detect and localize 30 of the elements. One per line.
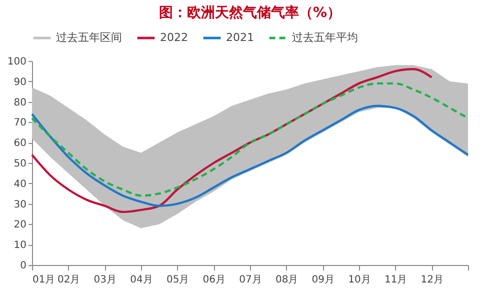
chart-title: 图：欧洲天然气储气率（%） [158, 4, 342, 21]
y-tick-label: 20 [14, 220, 26, 231]
x-tick-label: 07月 [239, 274, 262, 286]
x-tick-label: 08月 [275, 274, 298, 286]
line-series [30, 68, 433, 214]
y-tick-label: 80 [14, 97, 26, 108]
x-tick-label: 06月 [202, 274, 226, 286]
x-tick-label: 03月 [94, 274, 117, 286]
legend-label: 过去五年平均 [292, 31, 358, 44]
x-tick-label: 02月 [57, 274, 80, 286]
y-tick-label: 100 [7, 56, 26, 68]
x-tick-label: 05月 [166, 274, 190, 286]
x-tick-label: 10月 [348, 274, 371, 286]
y-tick-label: 0 [20, 260, 26, 272]
x-tick-label: 11月 [384, 274, 408, 286]
legend-label: 2022 [160, 31, 188, 44]
x-tick-label: 09月 [312, 274, 335, 286]
line-series [30, 104, 470, 207]
y-tick-label: 10 [14, 240, 26, 252]
y-tick-label: 60 [14, 138, 26, 150]
x-tick-label: 01月 [32, 274, 56, 286]
x-tick-label: 04月 [130, 274, 153, 286]
y-tick-label: 90 [14, 76, 26, 88]
y-tick-label: 70 [14, 118, 26, 129]
y-tick-label: 50 [14, 158, 26, 170]
legend-label: 过去五年区间 [56, 31, 122, 44]
y-tick-label: 40 [14, 178, 26, 190]
legend-label: 2021 [226, 31, 254, 44]
x-tick-label: 12月 [420, 274, 444, 286]
y-tick-label: 30 [14, 199, 26, 210]
